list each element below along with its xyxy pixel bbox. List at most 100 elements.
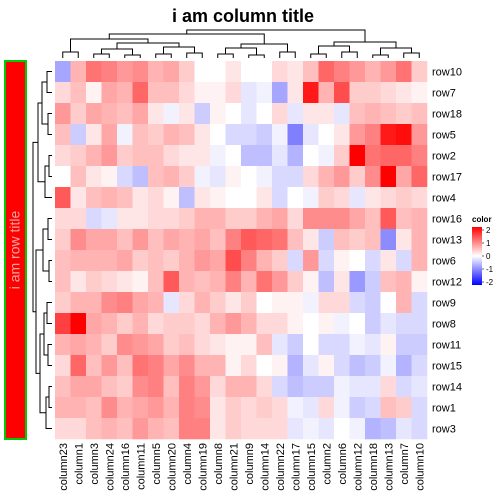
heatmap-cell (194, 103, 211, 125)
heatmap-cell (287, 397, 304, 419)
heatmap-cell (101, 418, 118, 440)
row-label: row3 (432, 424, 456, 436)
dendrogram-branch (372, 54, 389, 58)
heatmap-cell (287, 166, 304, 188)
heatmap-cell (287, 208, 304, 230)
heatmap-cell (396, 376, 412, 398)
column-label: column5 (151, 443, 163, 485)
heatmap-cell (148, 103, 164, 125)
heatmap-cell (411, 145, 428, 167)
dendrogram-branch (318, 45, 350, 54)
heatmap-cell (272, 166, 288, 188)
heatmap-cell (86, 313, 102, 335)
heatmap-cell (132, 124, 149, 146)
heatmap-cell (396, 334, 412, 356)
dendrogram-branch (47, 344, 52, 366)
heatmap-cell (86, 145, 102, 167)
heatmap-cell (163, 334, 180, 356)
heatmap-cell (318, 187, 335, 209)
dendrogram-branch (39, 333, 46, 414)
heatmap-cell (272, 229, 288, 251)
heatmap-cell (380, 61, 397, 83)
heatmap-cell (287, 145, 304, 167)
row-labels: row10 row7 row18 row5 row2 row17 row4 row16 row1… (432, 67, 462, 436)
heatmap-cell (349, 208, 366, 230)
heatmap-cell (287, 313, 304, 335)
heatmap-cell (148, 292, 164, 314)
heatmap-cell (396, 208, 412, 230)
row-label: row8 (432, 319, 456, 331)
heatmap-body (55, 61, 428, 440)
heatmap-cell (303, 355, 319, 377)
row-label: row6 (432, 256, 456, 268)
column-label: column24 (104, 443, 116, 491)
heatmap-cell (148, 418, 164, 440)
row-label: row11 (432, 340, 461, 352)
row-label: row10 (432, 67, 462, 79)
heatmap-cell (396, 397, 412, 419)
heatmap-cell (163, 145, 180, 167)
heatmap-cell (163, 292, 180, 314)
heatmap-cell (132, 397, 149, 419)
heatmap-cell (318, 229, 335, 251)
heatmap-cell (101, 292, 118, 314)
heatmap-cell (318, 334, 335, 356)
heatmap-cell (132, 271, 149, 293)
heatmap-cell (117, 145, 133, 167)
heatmap-cell (86, 61, 102, 83)
heatmap-cell (101, 166, 118, 188)
heatmap-cell (132, 145, 149, 167)
heatmap-cell (349, 166, 366, 188)
heatmap-cell (411, 208, 428, 230)
heatmap-cell (55, 103, 71, 125)
dendrogram-branch (48, 386, 52, 408)
row-label: row2 (432, 151, 456, 163)
heatmap-cell (70, 250, 87, 272)
heatmap-cell (349, 103, 366, 125)
heatmap-cell (132, 313, 149, 335)
heatmap-cell (256, 271, 273, 293)
heatmap-cell (148, 229, 164, 251)
heatmap-cell (256, 418, 273, 440)
heatmap-cell (380, 250, 397, 272)
heatmap-cell (179, 292, 195, 314)
heatmap-cell (303, 61, 319, 83)
row-title-block: i am row title (4, 60, 27, 440)
heatmap-cell (411, 292, 428, 314)
row-label: row18 (432, 109, 462, 121)
heatmap-cell (411, 82, 428, 104)
heatmap-cell (117, 376, 133, 398)
heatmap-cell (163, 250, 180, 272)
heatmap-cell (194, 376, 211, 398)
heatmap-cell (272, 418, 288, 440)
heatmap-cell (303, 376, 319, 398)
heatmap-cell (225, 250, 242, 272)
heatmap-cell (86, 103, 102, 125)
heatmap-cell (179, 418, 195, 440)
heatmap-cell (55, 187, 71, 209)
heatmap-cell (318, 166, 335, 188)
heatmap-cell (148, 208, 164, 230)
heatmap-cell (132, 334, 149, 356)
heatmap-cell (117, 334, 133, 356)
dendrogram-branch (186, 52, 203, 58)
column-label: column23 (58, 443, 70, 491)
heatmap-cell (70, 82, 87, 104)
heatmap-cell (380, 229, 397, 251)
heatmap-cell (55, 250, 71, 272)
heatmap-cell (86, 166, 102, 188)
heatmap-cell (318, 397, 335, 419)
heatmap-cell (256, 145, 273, 167)
heatmap-cell (318, 208, 335, 230)
column-label: column18 (368, 443, 380, 491)
heatmap-cell (132, 418, 149, 440)
heatmap-cell (241, 124, 257, 146)
legend-colorbar (472, 227, 482, 285)
heatmap-cell (241, 250, 257, 272)
heatmap-cell (210, 355, 226, 377)
heatmap-cell (86, 355, 102, 377)
heatmap-cell (55, 418, 71, 440)
heatmap-cell (380, 166, 397, 188)
heatmap-cell (132, 250, 149, 272)
heatmap-cell (303, 397, 319, 419)
